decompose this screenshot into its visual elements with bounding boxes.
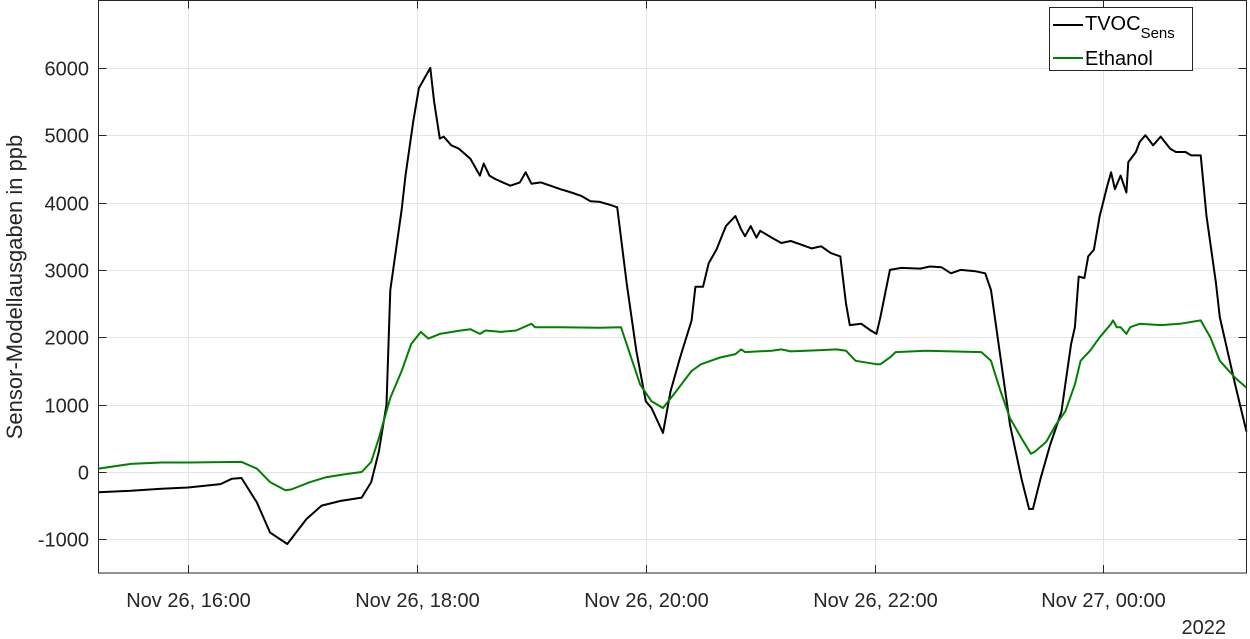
x-secondary-label: 2022	[1182, 617, 1227, 639]
legend-box	[1049, 7, 1193, 71]
y-tick-label: -1000	[38, 530, 89, 552]
legend-label-tvoc-subscript: Sens	[1141, 25, 1175, 42]
legend-label-ethanol: Ethanol	[1085, 48, 1153, 70]
y-tick-label: 3000	[45, 261, 90, 283]
x-tick-label: Nov 26, 22:00	[813, 590, 938, 612]
axes-box	[98, 0, 1247, 574]
y-tick-label: 6000	[45, 59, 90, 81]
series-line-ethanol	[98, 319, 1248, 492]
x-tick-label: Nov 26, 20:00	[584, 590, 709, 612]
legend-label-tvoc: TVOCSens	[1085, 13, 1175, 42]
y-tick-label: 4000	[45, 194, 90, 216]
x-tick-label: Nov 27, 00:00	[1041, 590, 1166, 612]
x-tick-label: Nov 26, 16:00	[126, 590, 251, 612]
legend: TVOCSens Ethanol	[1049, 7, 1193, 71]
y-tick-label: 0	[78, 463, 89, 485]
y-axis-label: Sensor-Modellausgaben in ppb	[2, 135, 27, 440]
x-tick-label: Nov 26, 18:00	[355, 590, 480, 612]
grid	[98, 0, 1247, 573]
legend-label-tvoc-main: TVOC	[1085, 13, 1141, 35]
series-line-tvoc	[98, 66, 1248, 545]
ticks: -1000 0 1000 2000 3000 4000 5000 6000 Nov 26, 16…	[38, 0, 1247, 612]
y-tick-label: 1000	[45, 396, 90, 418]
y-tick-label: 5000	[45, 126, 90, 148]
series-lines	[98, 66, 1248, 545]
y-tick-label: 2000	[45, 328, 90, 350]
